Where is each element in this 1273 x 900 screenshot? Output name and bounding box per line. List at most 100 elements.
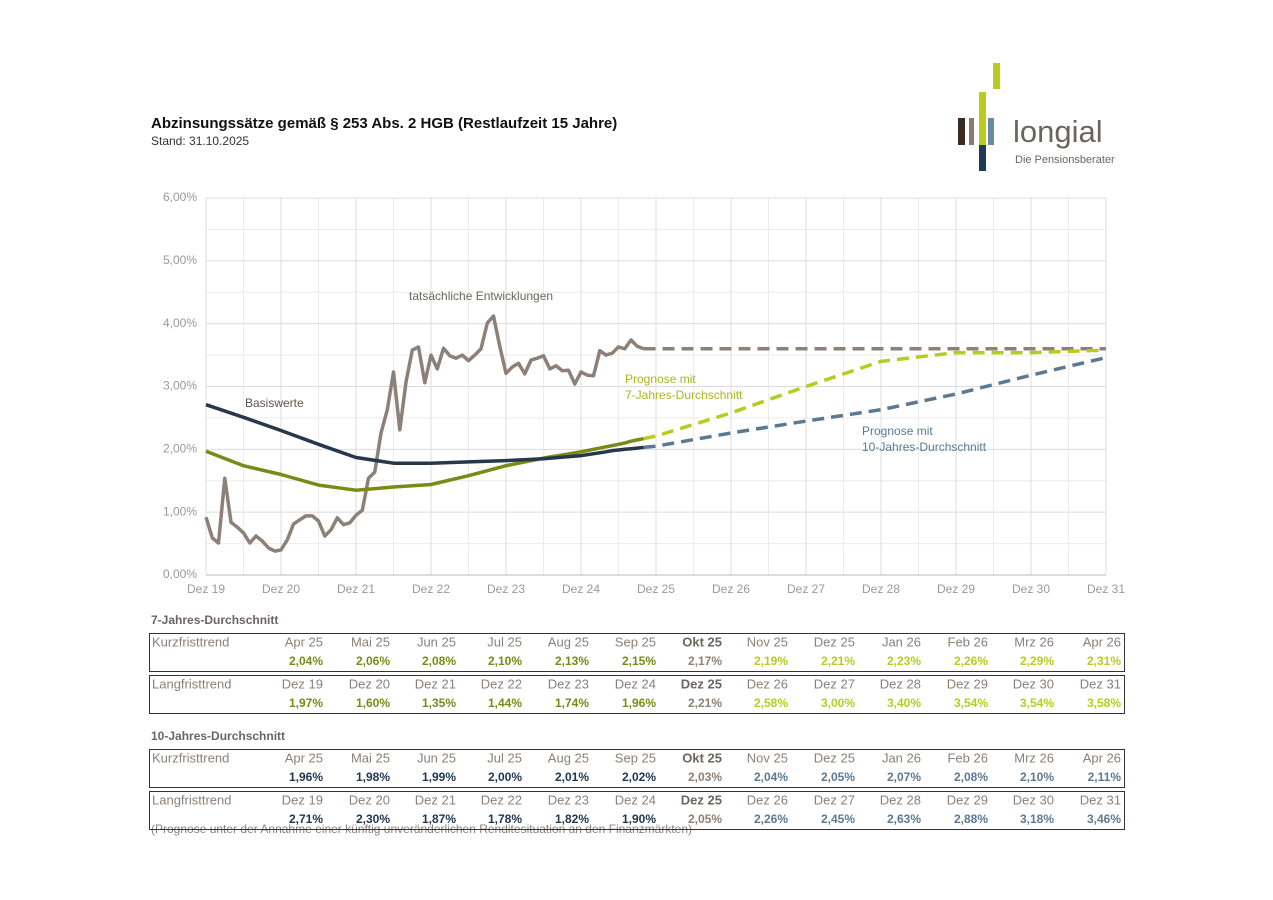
table-value: 2,05% [688, 812, 722, 826]
series-line [205, 403, 644, 465]
table-title: 10-Jahres-Durchschnitt [151, 729, 285, 743]
column-header: Dez 26 [747, 676, 788, 691]
table-value: 2,10% [1020, 770, 1054, 784]
table-value: 2,15% [622, 654, 656, 668]
table-value: 1,35% [422, 696, 456, 710]
table-value: 2,01% [555, 770, 589, 784]
table-value: 3,40% [887, 696, 921, 710]
table-value: 2,71% [289, 812, 323, 826]
column-header: Dez 28 [880, 676, 921, 691]
column-header: Dez 23 [548, 676, 589, 691]
logo-bar [993, 63, 1000, 89]
annotation: Prognose mit [625, 372, 696, 386]
row-label: Langfristtrend [152, 792, 232, 807]
logo-name: longial [1013, 114, 1103, 149]
table-value: 3,00% [821, 696, 855, 710]
column-header: Dez 19 [282, 676, 323, 691]
title: Abzinsungssätze gemäß § 253 Abs. 2 HGB (… [151, 115, 617, 132]
table-value: 2,45% [821, 812, 855, 826]
table-value: 2,08% [422, 654, 456, 668]
column-header: Dez 25 [814, 634, 855, 649]
table-value: 2,05% [821, 770, 855, 784]
column-header: Feb 26 [948, 750, 988, 765]
table-value: 2,06% [356, 654, 390, 668]
y-tick-label: 1,00% [163, 504, 197, 518]
x-tick-label: Dez 25 [637, 582, 675, 596]
column-header: Dez 24 [615, 676, 656, 691]
column-header: Dez 26 [747, 792, 788, 807]
series-line [643, 348, 1107, 441]
table-value: 3,46% [1087, 812, 1121, 826]
column-header: Apr 26 [1083, 634, 1121, 649]
annotation: Basiswerte [245, 396, 304, 410]
annotation: 10-Jahres-Durchschnitt [862, 440, 987, 454]
table-value: 1,96% [289, 770, 323, 784]
series-line [205, 436, 644, 492]
x-tick-label: Dez 26 [712, 582, 750, 596]
column-header: Dez 21 [415, 792, 456, 807]
column-header: Sep 25 [615, 634, 656, 649]
column-header: Dez 20 [349, 792, 390, 807]
row-label: Langfristtrend [152, 676, 232, 691]
column-header: Nov 25 [747, 634, 788, 649]
table-value: 1,74% [555, 696, 589, 710]
column-header: Mai 25 [351, 634, 390, 649]
column-header: Feb 26 [948, 634, 988, 649]
table-row-box [149, 633, 1125, 672]
column-header: Apr 25 [285, 750, 323, 765]
y-tick-label: 3,00% [163, 379, 197, 393]
y-tick-label: 6,00% [163, 190, 197, 204]
logo-tagline: Die Pensionsberater [1015, 154, 1115, 166]
column-header: Dez 25 [814, 750, 855, 765]
table-value: 2,23% [887, 654, 921, 668]
table-value: 2,30% [356, 812, 390, 826]
column-header: Dez 24 [615, 792, 656, 807]
column-header: Dez 20 [349, 676, 390, 691]
table-value: 2,04% [289, 654, 323, 668]
column-header: Sep 25 [615, 750, 656, 765]
table-value: 2,07% [887, 770, 921, 784]
table-value: 2,21% [688, 696, 722, 710]
table-value: 1,87% [422, 812, 456, 826]
series-line [204, 314, 645, 553]
subtitle: Stand: 31.10.2025 [151, 134, 249, 148]
y-tick-label: 0,00% [163, 567, 197, 581]
column-header: Mrz 26 [1014, 750, 1054, 765]
table-value: 2,31% [1087, 654, 1121, 668]
table-value: 2,29% [1020, 654, 1054, 668]
column-header: Aug 25 [548, 634, 589, 649]
table-value: 1,90% [622, 812, 656, 826]
column-header: Dez 22 [481, 676, 522, 691]
x-tick-label: Dez 24 [562, 582, 600, 596]
x-tick-label: Dez 19 [187, 582, 225, 596]
column-header: Mai 25 [351, 750, 390, 765]
column-header: Okt 25 [682, 750, 722, 765]
column-header: Dez 27 [814, 792, 855, 807]
logo-bar [969, 118, 974, 145]
row-label: Kurzfristtrend [152, 634, 229, 649]
table-value: 2,17% [688, 654, 722, 668]
table-value: 1,60% [356, 696, 390, 710]
table-value: 1,82% [555, 812, 589, 826]
table-value: 3,18% [1020, 812, 1054, 826]
table-value: 2,19% [754, 654, 788, 668]
y-tick-label: 2,00% [163, 442, 197, 456]
column-header: Dez 22 [481, 792, 522, 807]
x-tick-label: Dez 20 [262, 582, 300, 596]
column-header: Okt 25 [682, 634, 722, 649]
x-tick-label: Dez 29 [937, 582, 975, 596]
table-value: 2,26% [954, 654, 988, 668]
table-value: 3,54% [1020, 696, 1054, 710]
logo-bar [958, 118, 965, 145]
table-value: 1,98% [356, 770, 390, 784]
table-value: 2,88% [954, 812, 988, 826]
column-header: Dez 25 [681, 792, 722, 807]
annotation: tatsächliche Entwicklungen [409, 289, 553, 303]
table-value: 2,13% [555, 654, 589, 668]
column-header: Jun 25 [417, 634, 456, 649]
column-header: Apr 26 [1083, 750, 1121, 765]
x-tick-label: Dez 30 [1012, 582, 1050, 596]
x-tick-label: Dez 22 [412, 582, 450, 596]
column-header: Jan 26 [882, 634, 921, 649]
